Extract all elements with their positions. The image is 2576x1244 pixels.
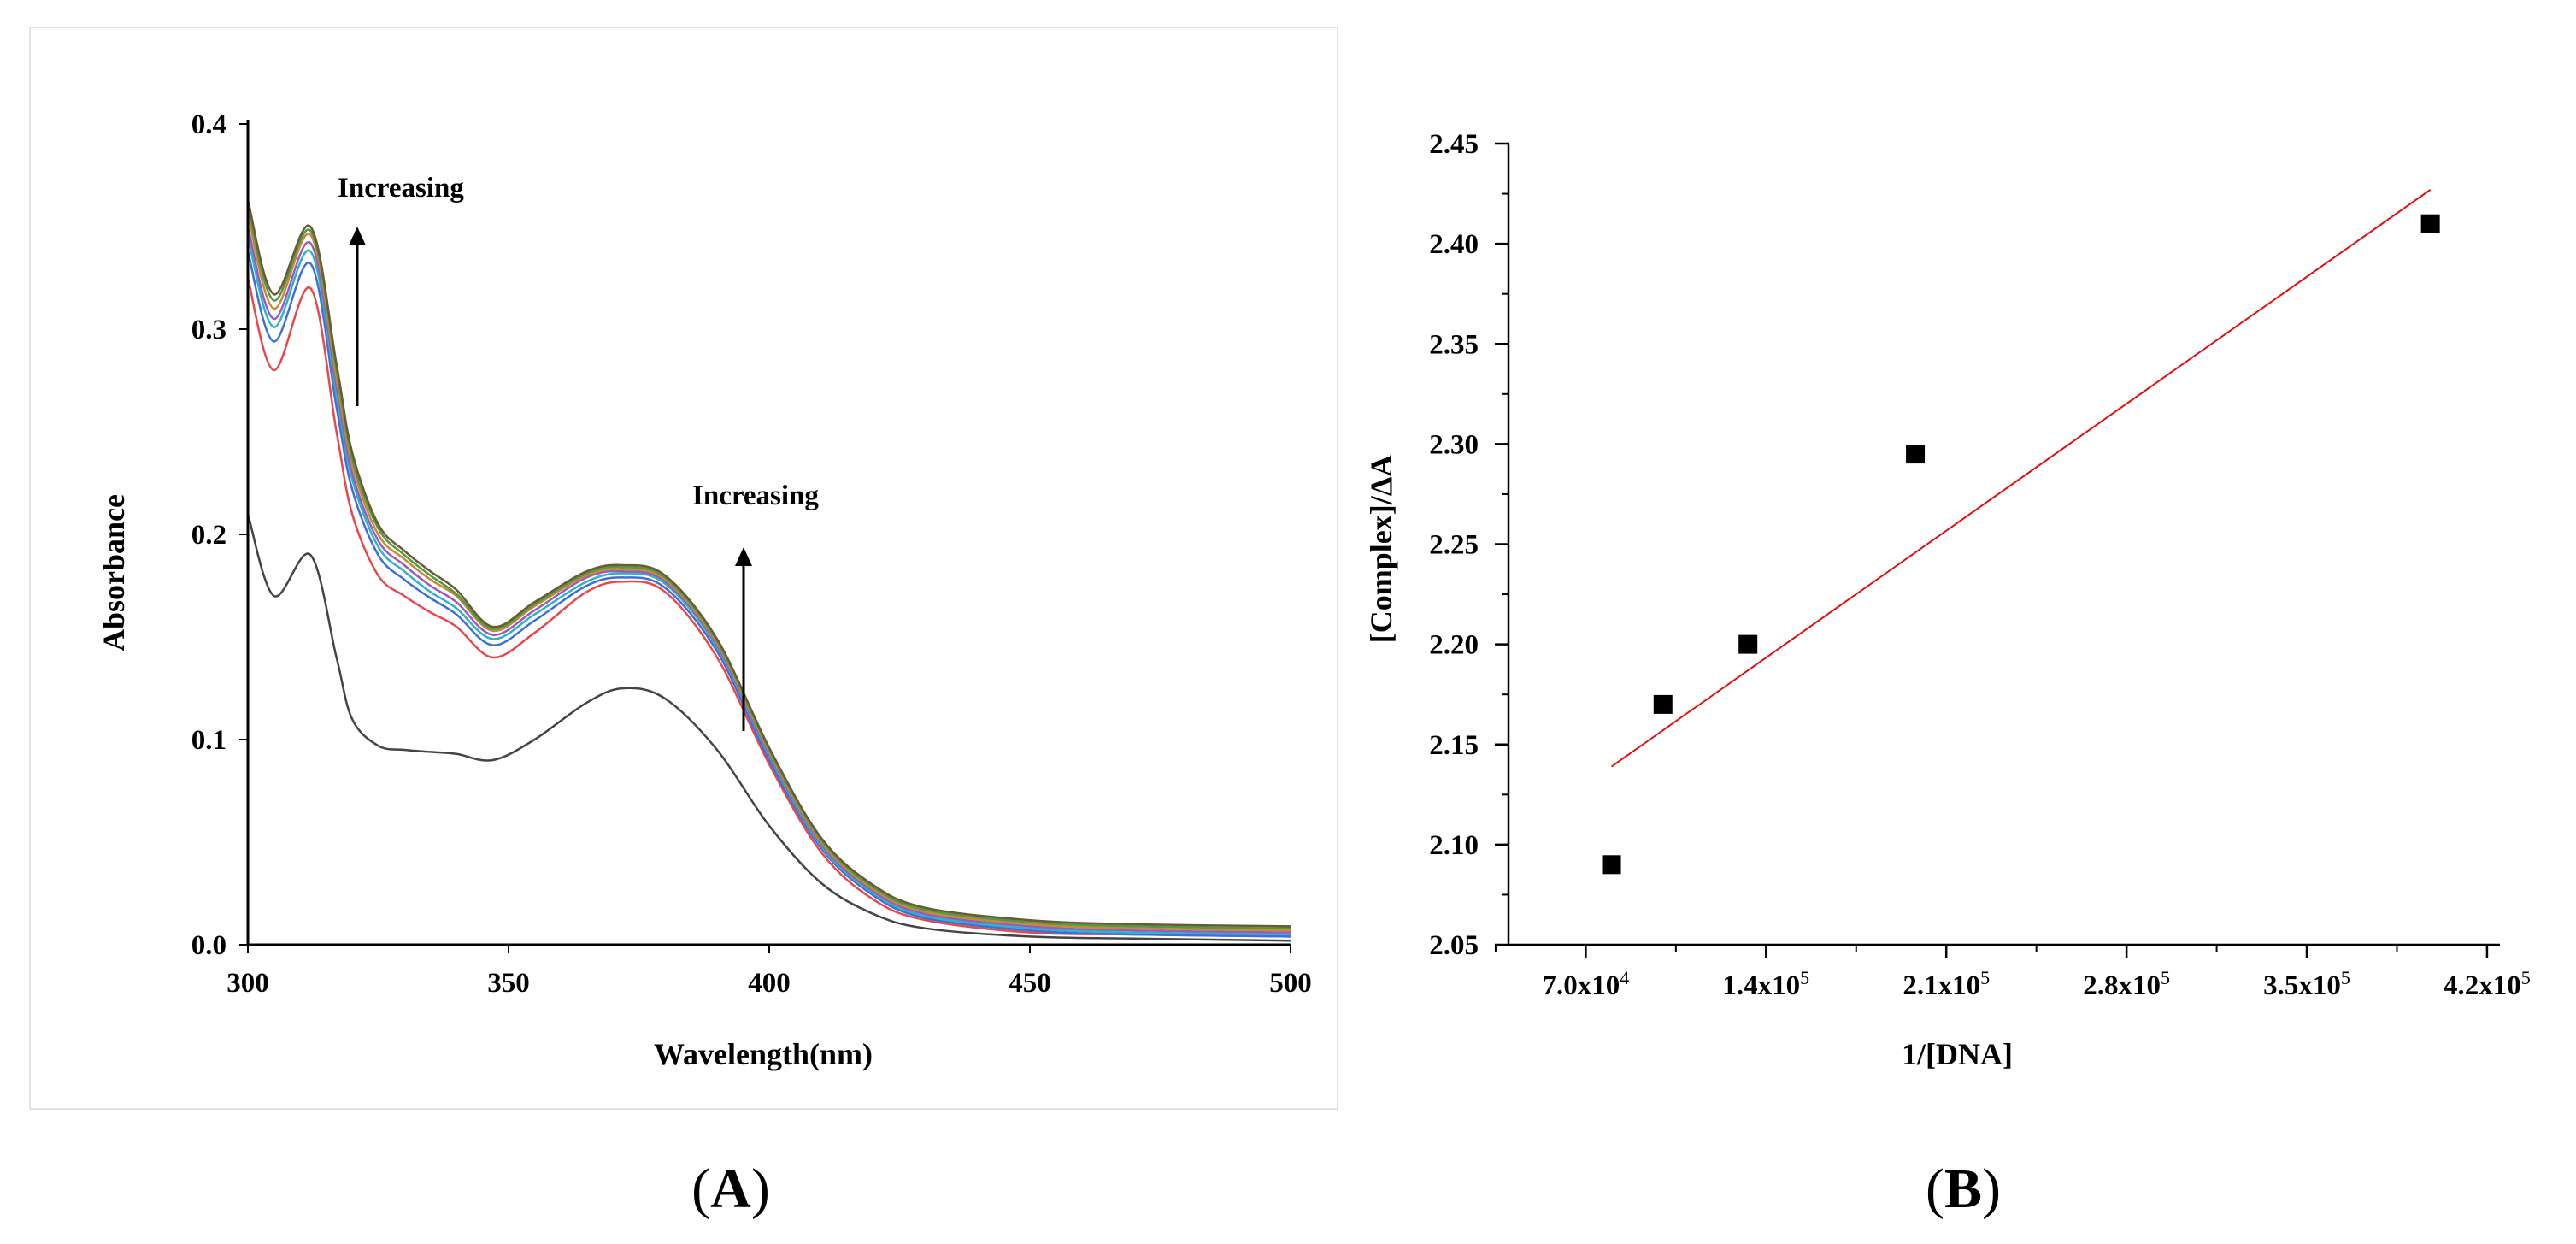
panel-b-x-tick-label: 7.0x104 <box>1543 967 1630 1001</box>
panel-a-x-tick-label: 400 <box>748 968 791 999</box>
panel-a-x-tick-label: 500 <box>1269 968 1312 999</box>
panel-a-y-tick-label: 0.3 <box>191 315 226 345</box>
panel-a-y-tick-label: 0.0 <box>191 930 226 961</box>
panel-a-y-tick-label: 0.1 <box>191 725 226 756</box>
panel-a-series-line-4 <box>246 236 1291 936</box>
panel-b-x-tick-label: 2.1x105 <box>1903 967 1990 1001</box>
panel-b-y-tick-label: 2.15 <box>1429 730 1479 761</box>
panel-b-y-tick-label: 2.20 <box>1429 630 1479 661</box>
panel-b-label: (B) <box>1926 1158 2001 1220</box>
panel-b-y-tick-label: 2.30 <box>1429 429 1479 460</box>
panel-b-data-point <box>1602 855 1621 875</box>
panel-a-chart: 300 350 400 450 500 0.0 0.1 0.2 0.3 0.4 Increasin… <box>29 27 1338 1220</box>
panel-b-data-point <box>1653 694 1673 714</box>
panel-b-y-tick-label: 2.35 <box>1429 329 1479 360</box>
panel-a-arrow-head-2 <box>735 547 752 566</box>
panel-b-data-point <box>1738 634 1758 654</box>
panel-a-series-line-8 <box>246 199 1291 928</box>
panel-b-data-point <box>2420 214 2440 233</box>
panel-a-x-tick-label: 350 <box>487 968 530 999</box>
panel-b-y-tick-label: 2.40 <box>1429 229 1479 260</box>
panel-b-fit-line <box>1610 189 2432 768</box>
panel-a-x-axis-title: Wavelength(nm) <box>654 1037 873 1071</box>
panel-a-x-tick-label: 300 <box>226 968 269 999</box>
panel-a-series-line-2 <box>246 277 1291 938</box>
panel-b-y-tick-label: 2.25 <box>1429 530 1479 561</box>
panel-b-x-tick-label: 2.8x105 <box>2083 967 2170 1001</box>
panel-a-series-line-3 <box>246 251 1291 938</box>
panel-a-x-tick-label: 450 <box>1009 968 1051 999</box>
panel-a-y-axis-title: Absorbance <box>97 494 131 651</box>
panel-b-y-tick-label: 2.05 <box>1429 930 1479 961</box>
panel-b-x-axis-title: 1/[DNA] <box>1902 1037 2013 1071</box>
panel-a-series-line-1 <box>246 513 1291 942</box>
panel-b-x-tick-label: 3.5x105 <box>2263 967 2350 1001</box>
panel-b-y-tick-label: 2.45 <box>1429 129 1479 160</box>
panel-a-series-line-7 <box>246 205 1291 930</box>
panel-b-y-axis-title: [Complex]/ΔA <box>1364 455 1398 644</box>
panel-a-y-tick-label: 0.2 <box>191 520 226 551</box>
panel-a-series-line-5 <box>246 226 1291 934</box>
panel-b-chart: 2.05 2.10 2.15 2.20 2.25 2.30 2.35 2.40 2.45 7.0x… <box>1364 129 2531 1220</box>
panel-a-arrow-head-1 <box>349 227 366 245</box>
panel-a-label: (A) <box>691 1158 770 1220</box>
panel-a-annotation-increasing-1: Increasing <box>338 173 464 203</box>
panel-a-annotation-increasing-2: Increasing <box>692 481 819 511</box>
panel-a-y-tick-label: 0.4 <box>191 109 226 140</box>
panel-b-x-tick-label: 1.4x105 <box>1722 967 1809 1001</box>
panel-b-data-point <box>1906 445 1926 464</box>
panel-b-x-tick-label: 4.2x105 <box>2444 967 2531 1001</box>
panel-a-series-line-6 <box>246 214 1291 932</box>
panel-a-frame <box>29 27 1338 1110</box>
panel-b-y-tick-label: 2.10 <box>1429 830 1479 861</box>
